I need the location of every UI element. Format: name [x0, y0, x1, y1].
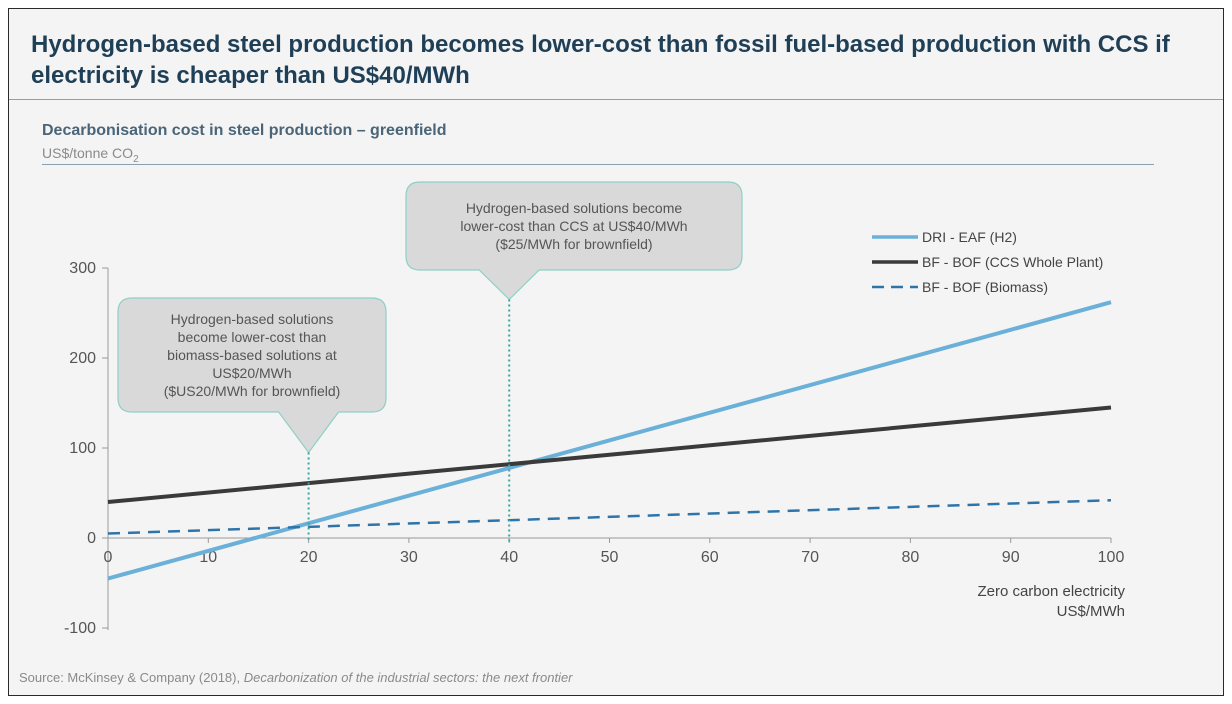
series-line-1: [107, 405, 1112, 504]
unit-subscript: 2: [133, 153, 139, 165]
callout-text-line: biomass-based solutions at: [167, 347, 337, 363]
y-tick-label: 200: [69, 350, 96, 367]
x-tick-label: 20: [300, 549, 318, 566]
subtitle-divider: [42, 164, 1154, 165]
legend-label-2: BF - BOF (Biomass): [922, 279, 1048, 295]
y-tick-label: -100: [64, 620, 96, 637]
x-axis-title: Zero carbon electricity: [977, 583, 1125, 600]
x-tick-label: 60: [701, 549, 719, 566]
callout-bubble-0: [117, 297, 387, 454]
title-divider: [9, 99, 1223, 100]
callout-text-line: Hydrogen-based solutions: [171, 311, 334, 327]
callout-text-line: ($25/MWh for brownfield): [495, 236, 652, 252]
chart-unit: US$/tonne CO2: [42, 145, 139, 165]
y-tick-label: 0: [87, 530, 96, 547]
x-tick-label: 70: [801, 549, 819, 566]
x-tick-label: 50: [601, 549, 619, 566]
x-tick-label: 30: [400, 549, 418, 566]
legend-label-0: DRI - EAF (H2): [922, 229, 1017, 245]
callout-text-line: become lower-cost than: [178, 329, 327, 345]
y-tick-label: 300: [69, 260, 96, 277]
x-tick-label: 100: [1098, 549, 1125, 566]
x-tick-label: 0: [104, 549, 113, 566]
x-axis-unit: US$/MWh: [1057, 603, 1125, 620]
unit-main: US$/tonne CO: [42, 145, 134, 161]
source-prefix: Source: McKinsey & Company (2018),: [19, 670, 244, 685]
callout-text-line: lower-cost than CCS at US$40/MWh: [460, 218, 687, 234]
callout-text-line: ($US20/MWh for brownfield): [164, 383, 341, 399]
callout-bubble-1: [405, 181, 743, 301]
series-line-0: [107, 300, 1112, 581]
source-note: Source: McKinsey & Company (2018), Decar…: [19, 670, 573, 685]
series-line-2: [107, 498, 1112, 535]
x-tick-label: 80: [902, 549, 920, 566]
legend-label-1: BF - BOF (CCS Whole Plant): [922, 254, 1103, 270]
x-tick-label: 40: [500, 549, 518, 566]
slide-title: Hydrogen-based steel production becomes …: [31, 31, 1170, 89]
callout-text-line: US$20/MWh: [212, 365, 291, 381]
chart-subtitle: Decarbonisation cost in steel production…: [42, 122, 447, 139]
x-tick-label: 90: [1002, 549, 1020, 566]
source-title: Decarbonization of the industrial sector…: [243, 670, 573, 685]
y-tick-label: 100: [69, 440, 96, 457]
callout-text-line: Hydrogen-based solutions become: [466, 200, 683, 216]
